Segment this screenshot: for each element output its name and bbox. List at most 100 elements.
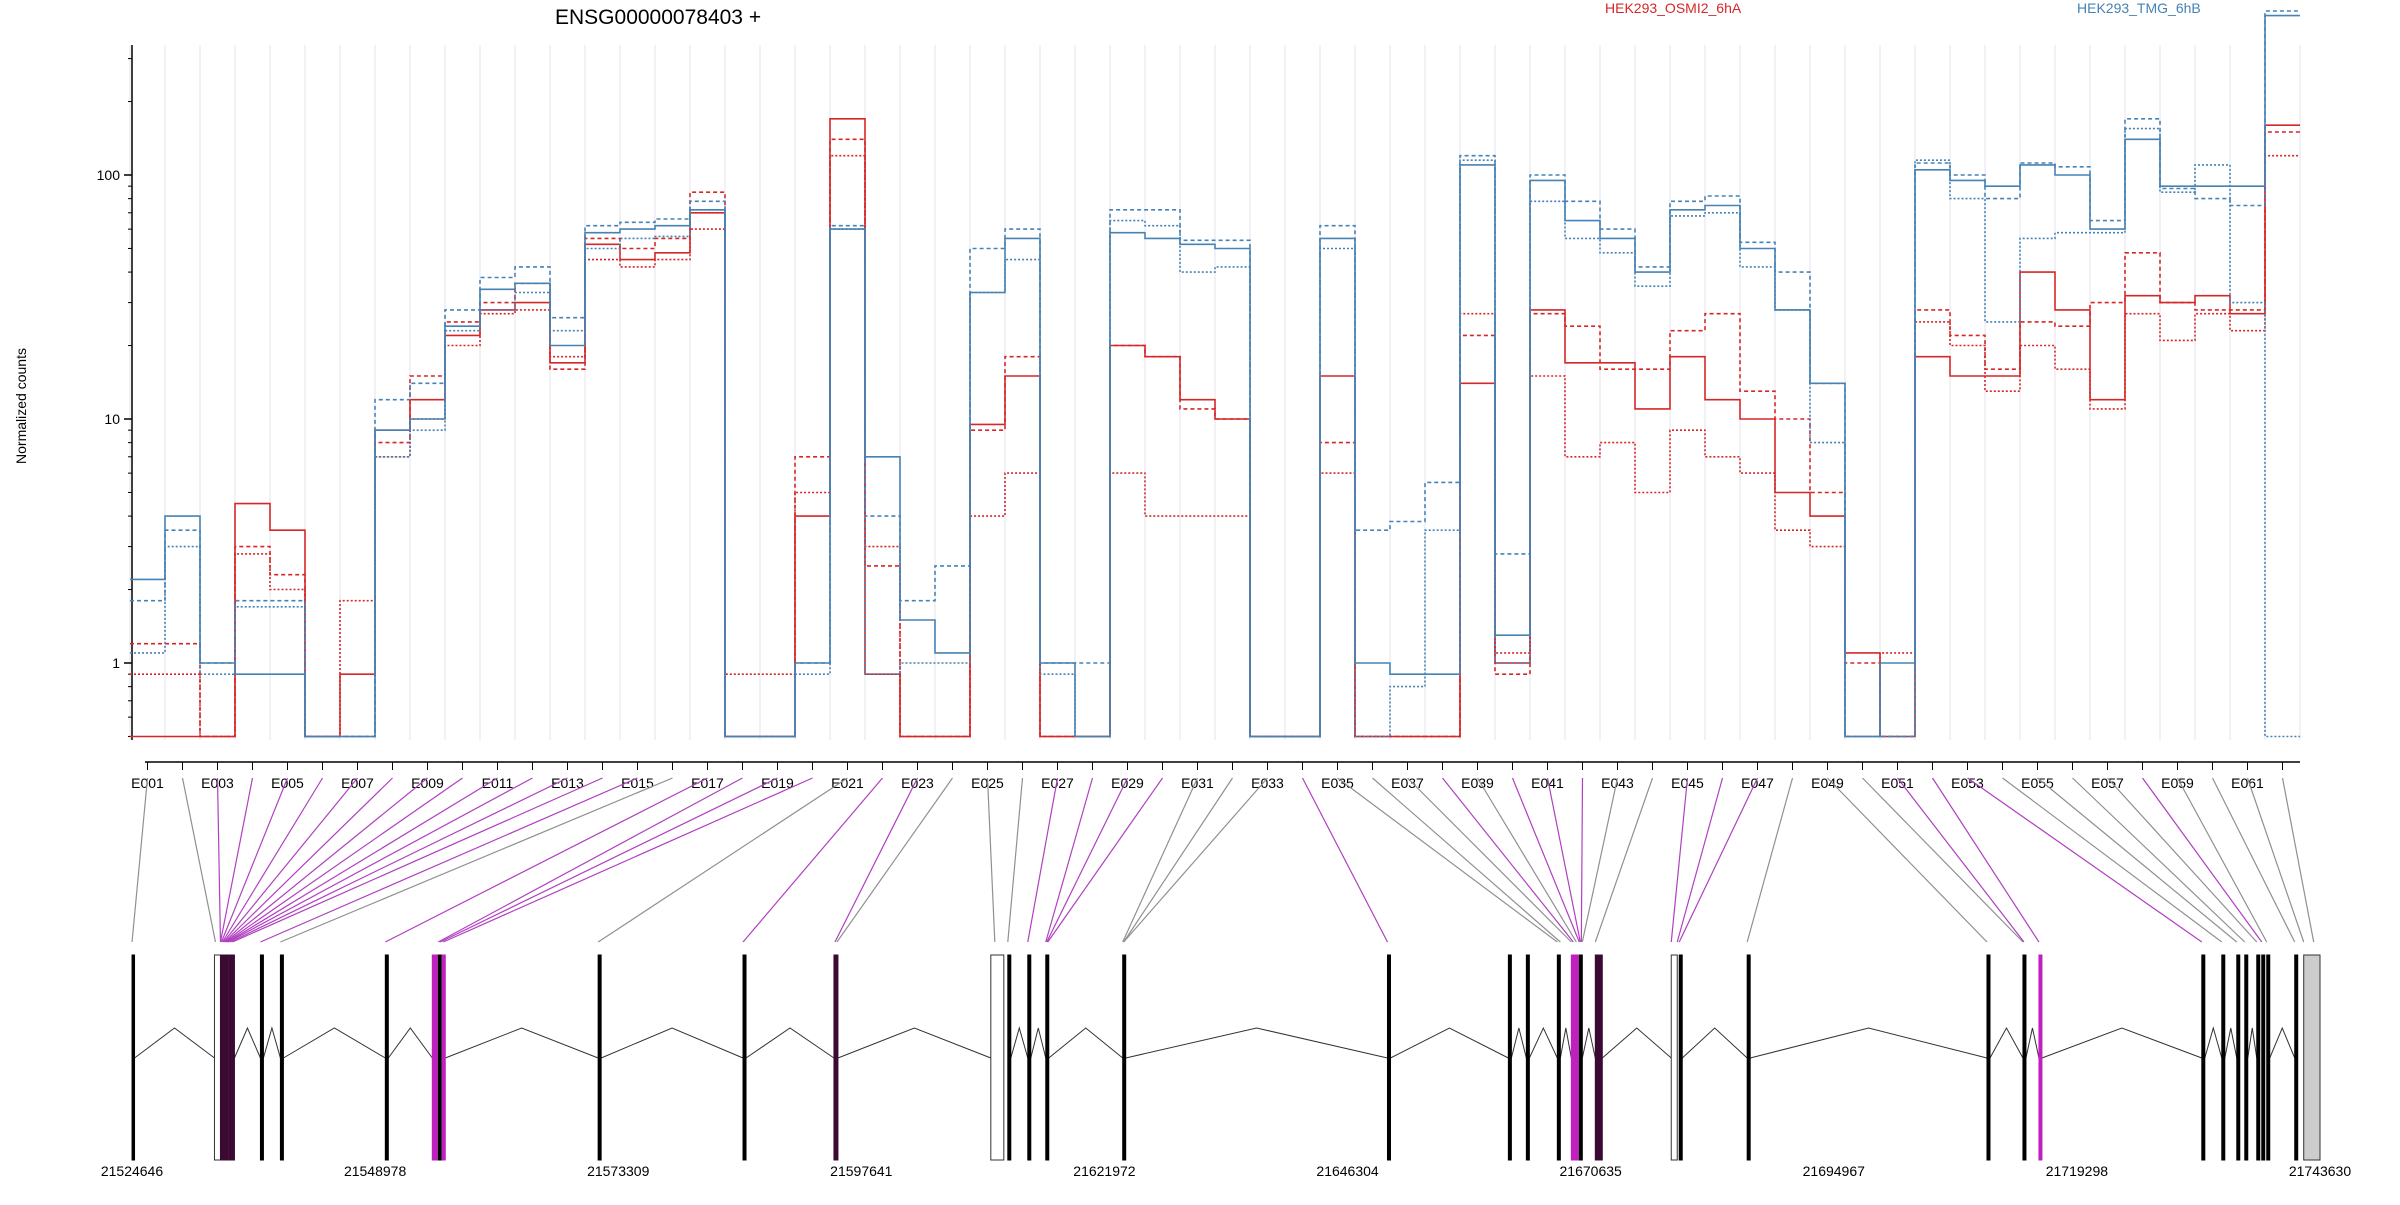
exon-link (228, 777, 533, 943)
exon-gridlines (129, 45, 2301, 740)
exon-link (1967, 777, 2203, 943)
y-tick-label: 10 (104, 411, 120, 427)
exon-tick-label: E055 (2021, 775, 2054, 791)
exon-block (219, 954, 229, 1161)
exon-tick-label: E015 (621, 775, 654, 791)
exon-link (1123, 777, 1233, 943)
exon-link (225, 777, 428, 943)
exon-link (1670, 777, 1689, 943)
exon-block (2236, 954, 2241, 1161)
exon-link (2002, 777, 2223, 943)
exon-link (1027, 777, 1059, 943)
exon-link (1045, 777, 1094, 943)
exon-tick-label: E059 (2161, 775, 2194, 791)
exon-block (1570, 954, 1579, 1161)
exon-tick-label: E019 (761, 775, 794, 791)
intron-line (745, 1027, 835, 1059)
exon-tick-label: E039 (1461, 775, 1494, 791)
genome-tick-label: 21524646 (101, 1163, 164, 1179)
series-line (130, 10, 2300, 738)
intron-line (387, 1027, 433, 1059)
genome-tick-label: 21597641 (830, 1163, 893, 1179)
exon-link (221, 777, 324, 943)
exon-tick-label: E061 (2231, 775, 2264, 791)
exon-link (2176, 777, 2268, 943)
exon-link (1678, 777, 1759, 943)
intron-line (2247, 1027, 2258, 1059)
exon-block (2022, 954, 2027, 1161)
exon-block (2294, 954, 2299, 1161)
exon-link (1007, 777, 1024, 943)
exon-link (1676, 777, 1724, 943)
exon-link (2246, 777, 2305, 943)
exon-block (2303, 954, 2321, 1161)
intron-line (1510, 1027, 1527, 1059)
exon-link (1337, 777, 1558, 943)
exon-link (1476, 777, 1577, 943)
exon-link (834, 777, 919, 943)
exon-block (1027, 954, 1032, 1161)
exon-tick-label: E047 (1741, 775, 1774, 791)
exon-link (219, 777, 254, 943)
genome-tick-label: 21548978 (344, 1163, 407, 1179)
intron-line (837, 1027, 992, 1059)
genome-tick-label: 21743630 (2289, 1163, 2352, 1179)
exon-link (280, 777, 673, 943)
exon-tick-label: E043 (1601, 775, 1634, 791)
exon-link (227, 777, 498, 943)
exon-tick-label: E031 (1181, 775, 1214, 791)
exon-link (1862, 777, 2024, 943)
genome-tick-label: 21573309 (587, 1163, 650, 1179)
intron-line (2041, 1027, 2202, 1059)
exon-block (1507, 954, 1512, 1161)
exon-link (220, 777, 289, 943)
exon-block (2201, 954, 2206, 1161)
exon-block (1122, 954, 1127, 1161)
exon-block (279, 954, 284, 1161)
genome-tick-label: 21670635 (1560, 1163, 1623, 1179)
exon-block (437, 954, 442, 1161)
intron-line (2269, 1026, 2296, 1059)
intron-line (1528, 1026, 1558, 1059)
exon-tick-label: E013 (551, 775, 584, 791)
exon-link (443, 777, 813, 943)
exon-tick-label: E033 (1251, 775, 1284, 791)
exon-link (232, 777, 603, 943)
exon-block (1670, 954, 1678, 1161)
legend-entry-osmi2: HEK293_OSMI2_6hA (1605, 0, 1742, 16)
exon-link (1897, 777, 2025, 943)
exon-axis: E001E003E005E007E009E011E013E015E017E019… (131, 761, 2300, 791)
intron-line (2224, 1027, 2238, 1059)
exon-tick-label: E005 (271, 775, 304, 791)
axes: 1 10 100 (97, 45, 133, 740)
genome-tick-label: 21621972 (1073, 1163, 1136, 1179)
exon-link (1123, 777, 1268, 943)
exon-block (384, 954, 389, 1161)
genome-tick-label: 21719298 (2046, 1163, 2109, 1179)
exon-block (990, 954, 1005, 1161)
exon-link (131, 777, 149, 943)
exon-tick-label: E011 (482, 775, 514, 791)
exon-block (1986, 954, 1991, 1161)
exon-block (1594, 954, 1603, 1161)
exon-tick-label: E041 (1531, 775, 1564, 791)
intron-line (600, 1027, 744, 1059)
intron-line (233, 1026, 261, 1059)
exon-link (1581, 777, 1619, 943)
intron-line (1581, 1027, 1596, 1059)
exon-block (2038, 954, 2043, 1161)
exon-link (1372, 777, 1561, 943)
exon-link (597, 777, 848, 943)
series-lines (130, 10, 2300, 738)
intron-line (1030, 1027, 1047, 1059)
exon-block (1525, 954, 1530, 1161)
intron-line (1750, 1027, 1988, 1059)
series-line (130, 127, 2300, 738)
intron-line (1125, 1027, 1388, 1059)
exon-tick-label: E053 (1951, 775, 1984, 791)
exon-tick-label: E017 (691, 775, 724, 791)
chart-title: ENSG00000078403 + (555, 6, 761, 29)
exon-link (216, 777, 222, 943)
exon-block (131, 954, 136, 1161)
